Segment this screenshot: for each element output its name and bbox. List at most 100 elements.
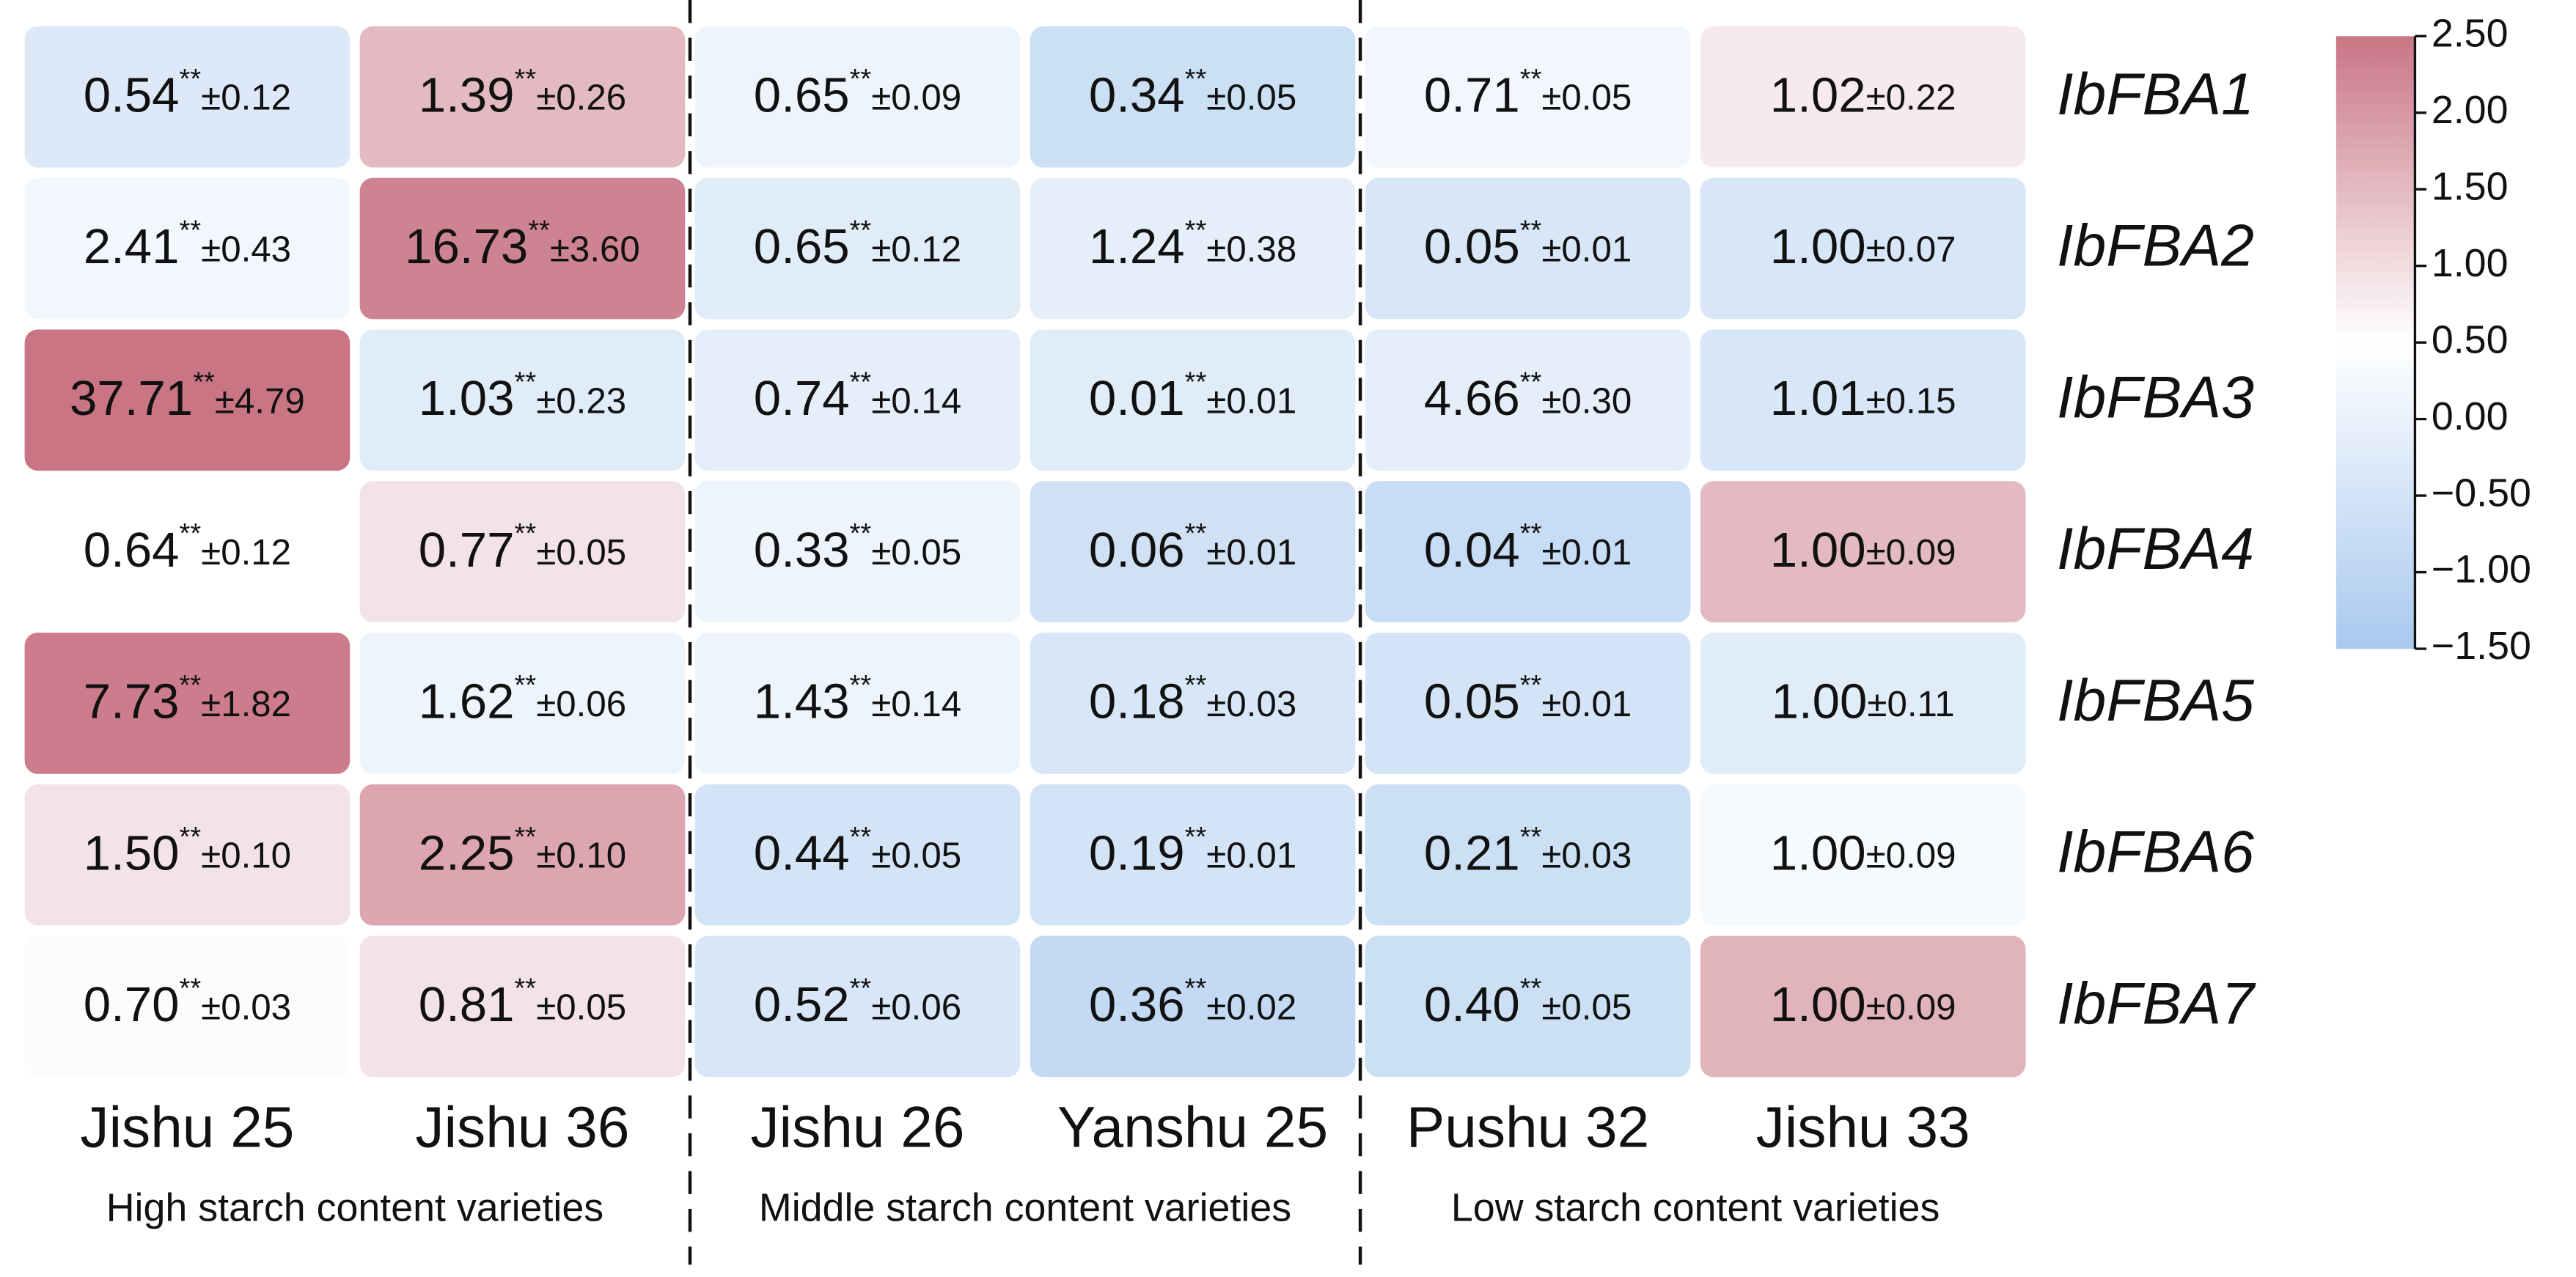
cell-significance: ** <box>1520 216 1542 246</box>
heatmap-cell <box>24 177 351 320</box>
heatmap-cell <box>24 329 351 471</box>
cell-error: ±0.01 <box>1541 532 1632 573</box>
row-label: IbFBA1 <box>2057 62 2254 128</box>
cell-label: 0.36**±0.02 <box>1089 974 1296 1032</box>
cell-error: ±0.11 <box>1867 684 1954 724</box>
cell-significance: ** <box>1185 216 1207 246</box>
heatmap-cell <box>359 26 686 168</box>
heatmap-cell <box>359 177 686 320</box>
cell-label: 0.44**±0.05 <box>754 822 961 880</box>
cell-label: 0.01**±0.01 <box>1089 367 1296 425</box>
cell-error: ±0.07 <box>1866 229 1956 270</box>
cell-error: ±0.12 <box>201 78 291 118</box>
heatmap-cell <box>359 633 686 774</box>
cell-mean: 16.73 <box>405 219 528 274</box>
cell-significance: ** <box>1185 518 1207 549</box>
cell-significance: ** <box>1520 64 1542 95</box>
cell-label: 0.64**±0.12 <box>84 518 291 577</box>
cell-label: 0.05**±0.01 <box>1424 670 1632 729</box>
cell-error: ±0.26 <box>536 78 626 118</box>
heatmap-cell <box>1030 935 1356 1078</box>
cell-label: 0.65**±0.12 <box>754 216 961 274</box>
cell-error: ±0.05 <box>871 836 961 876</box>
column-label: Jishu 26 <box>750 1094 964 1159</box>
cell-mean: 0.05 <box>1424 674 1520 729</box>
cell-mean: 1.00 <box>1770 977 1866 1032</box>
cell-mean: 0.74 <box>754 371 850 426</box>
cell-error: ±0.09 <box>1866 987 1956 1027</box>
cell-label: 4.66**±0.30 <box>1424 367 1632 425</box>
cell-mean: 0.40 <box>1424 977 1520 1032</box>
cell-significance: ** <box>1520 670 1542 701</box>
cell-label: 1.43**±0.14 <box>754 670 961 729</box>
cell-significance: ** <box>850 216 872 246</box>
cell-significance: ** <box>1185 822 1207 853</box>
colorbar-tick-label: 1.00 <box>2432 241 2509 285</box>
heatmap-cell <box>24 935 351 1078</box>
column-label: Jishu 33 <box>1756 1094 1970 1159</box>
cell-error: ±0.14 <box>871 380 961 421</box>
cell-error: ±0.05 <box>1541 987 1632 1027</box>
heatmap-cell <box>694 935 1021 1078</box>
heatmap-cell <box>694 481 1021 622</box>
column-label: Yanshu 25 <box>1057 1094 1328 1159</box>
cell-label: 0.74**±0.14 <box>754 367 961 425</box>
colorbar-tick-label: 1.50 <box>2432 164 2509 208</box>
cell-mean: 0.65 <box>754 67 850 122</box>
row-label: IbFBA7 <box>2057 971 2256 1037</box>
cell-mean: 0.06 <box>1089 523 1185 578</box>
cell-error: ±0.05 <box>871 532 961 573</box>
cell-label: 1.00±0.09 <box>1770 825 1956 880</box>
heatmap-cell <box>359 481 686 622</box>
heatmap-cell <box>1365 26 1691 168</box>
cell-significance: ** <box>180 670 202 701</box>
cell-mean: 0.81 <box>419 977 515 1032</box>
heatmap-cell <box>1700 177 2026 320</box>
cell-error: ±0.22 <box>1866 78 1956 118</box>
cell-significance: ** <box>1185 367 1207 397</box>
cell-label: 0.81**±0.05 <box>419 974 626 1032</box>
cell-mean: 1.00 <box>1770 219 1866 274</box>
cell-label: 1.39**±0.26 <box>419 64 626 122</box>
cell-error: ±0.30 <box>1541 380 1632 421</box>
cell-error: ±0.12 <box>871 229 961 270</box>
cell-significance: ** <box>850 367 872 397</box>
cell-mean: 0.05 <box>1424 219 1520 274</box>
cell-mean: 4.66 <box>1424 371 1520 426</box>
cell-significance: ** <box>850 670 872 701</box>
group-label: High starch content varieties <box>106 1185 603 1229</box>
cell-label: 0.71**±0.05 <box>1424 64 1632 122</box>
cell-mean: 0.21 <box>1424 825 1520 880</box>
cell-label: 0.21**±0.03 <box>1424 822 1632 880</box>
cell-mean: 1.03 <box>419 371 515 426</box>
cell-label: 0.04**±0.01 <box>1424 518 1632 577</box>
cell-error: ±0.01 <box>1206 836 1296 876</box>
cell-error: ±0.02 <box>1206 987 1296 1027</box>
cell-mean: 1.00 <box>1770 523 1866 578</box>
cell-label: 37.71**±4.79 <box>70 367 305 425</box>
cell-label: 1.02±0.22 <box>1770 67 1956 122</box>
cell-label: 1.00±0.07 <box>1770 219 1956 274</box>
cell-label: 1.01±0.15 <box>1770 371 1956 426</box>
cell-label: 1.62**±0.06 <box>419 670 626 729</box>
cell-error: ±0.10 <box>536 836 626 876</box>
cell-mean: 0.70 <box>84 977 180 1032</box>
cell-error: ±0.01 <box>1541 229 1632 270</box>
cell-error: ±0.05 <box>536 532 626 573</box>
cell-label: 0.06**±0.01 <box>1089 518 1296 577</box>
colorbar-tick-label: 2.50 <box>2432 12 2509 56</box>
cell-label: 0.70**±0.03 <box>84 974 291 1032</box>
cell-significance: ** <box>850 518 872 549</box>
cell-label: 0.52**±0.06 <box>754 974 961 1032</box>
heatmap-cell <box>359 784 686 926</box>
heatmap-cell <box>694 26 1021 168</box>
cell-error: ±0.03 <box>1206 684 1296 724</box>
cell-mean: 0.04 <box>1424 523 1520 578</box>
cell-error: ±0.15 <box>1866 380 1956 421</box>
heatmap-cell <box>1700 935 2026 1078</box>
cell-mean: 0.44 <box>754 825 850 880</box>
cell-mean: 1.02 <box>1770 67 1866 122</box>
cell-label: 1.03**±0.23 <box>419 367 626 425</box>
cell-error: ±0.14 <box>871 684 961 724</box>
